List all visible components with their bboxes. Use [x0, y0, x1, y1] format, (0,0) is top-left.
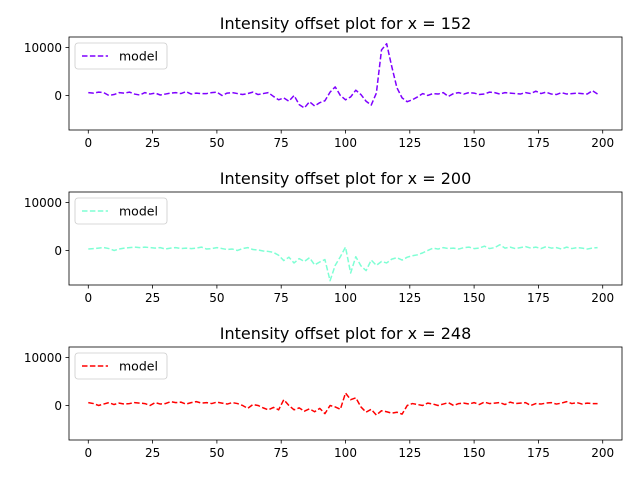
- x-tick-label: 25: [145, 446, 160, 460]
- x-tick-label: 150: [463, 136, 486, 150]
- x-tick-label: 75: [274, 291, 289, 305]
- x-tick-label: 125: [398, 136, 421, 150]
- y-tick-label: 0: [54, 399, 62, 413]
- x-tick-label: 50: [209, 446, 224, 460]
- x-tick-label: 100: [334, 291, 357, 305]
- x-tick-label: 175: [527, 291, 550, 305]
- y-tick-label: 10000: [24, 41, 62, 55]
- series-line-model: [88, 243, 598, 282]
- x-tick-label: 125: [398, 446, 421, 460]
- x-tick-label: 0: [84, 291, 92, 305]
- y-tick-label: 10000: [24, 351, 62, 365]
- series-line-model: [88, 392, 598, 416]
- x-tick-label: 75: [274, 446, 289, 460]
- legend-label: model: [119, 204, 158, 219]
- x-tick-label: 0: [84, 446, 92, 460]
- chart-title: Intensity offset plot for x = 152: [220, 14, 472, 33]
- subplot-2: Intensity offset plot for x = 200 0 25 50 75…: [24, 169, 623, 305]
- legend-box: [74, 352, 168, 380]
- legend-label: model: [119, 359, 158, 374]
- x-tick-label: 75: [274, 136, 289, 150]
- legend: model: [74, 352, 168, 380]
- x-tick-label: 50: [209, 136, 224, 150]
- x-tick-label: 175: [527, 136, 550, 150]
- x-tick-label: 0: [84, 136, 92, 150]
- x-tick-label: 200: [591, 291, 614, 305]
- x-tick-label: 150: [463, 291, 486, 305]
- x-tick-label: 25: [145, 291, 160, 305]
- legend-label: model: [119, 49, 158, 64]
- chart-title: Intensity offset plot for x = 248: [220, 324, 472, 343]
- x-tick-label: 150: [463, 446, 486, 460]
- legend: model: [74, 197, 168, 225]
- legend-box: [74, 197, 168, 225]
- chart-title: Intensity offset plot for x = 200: [220, 169, 472, 188]
- series-line-model: [88, 42, 598, 109]
- subplot-1: Intensity offset plot for x = 152 0 25 50 75…: [24, 14, 623, 150]
- y-tick-label: 0: [54, 89, 62, 103]
- x-tick-label: 200: [591, 136, 614, 150]
- x-tick-label: 125: [398, 291, 421, 305]
- x-tick-label: 100: [334, 446, 357, 460]
- y-tick-label: 10000: [24, 196, 62, 210]
- x-tick-label: 100: [334, 136, 357, 150]
- legend: model: [74, 42, 168, 70]
- legend-box: [74, 42, 168, 70]
- subplot-3: Intensity offset plot for x = 248 0 25 50 75…: [24, 324, 623, 460]
- x-tick-label: 200: [591, 446, 614, 460]
- x-tick-label: 25: [145, 136, 160, 150]
- x-tick-label: 50: [209, 291, 224, 305]
- x-tick-label: 175: [527, 446, 550, 460]
- y-tick-label: 0: [54, 244, 62, 258]
